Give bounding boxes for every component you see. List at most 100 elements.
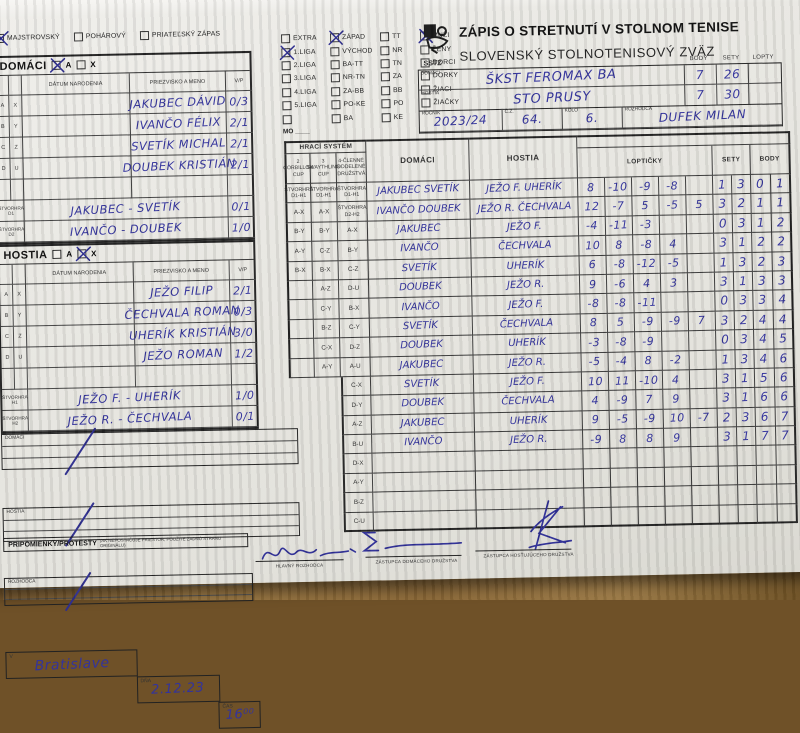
game-score: 3 <box>670 276 678 290</box>
body-cell: 6 <box>756 407 776 427</box>
sety-header: SETY <box>712 145 751 176</box>
player-name: UHERÍK KRISTIÁN <box>128 324 236 343</box>
game-score: 5 <box>617 316 625 330</box>
body-cell: 1 <box>752 213 772 233</box>
home-player-name: SVETÍK <box>402 262 438 275</box>
sys3-cell: A-X <box>338 221 368 241</box>
sys3-cell: C-X <box>341 377 371 397</box>
game-score: 11 <box>614 374 630 388</box>
game-score-cell <box>691 428 718 448</box>
birth-cell <box>27 345 135 368</box>
game-score: -8 <box>587 297 600 311</box>
sety-cell <box>738 485 757 505</box>
game-score-cell: -9 <box>583 430 610 450</box>
form-title: ZÁPIS O STRETNUTÍ V STOLNOM TENISE <box>459 19 739 40</box>
doubles-label: ŠTVORHRA D1 <box>0 201 25 223</box>
sys1-cell <box>287 281 313 301</box>
player-name-cell: SVETÍK MICHAL <box>131 133 227 156</box>
sety-cell: 1 <box>736 369 755 389</box>
away-check-x <box>77 249 86 258</box>
away-captain-signature <box>520 496 581 553</box>
body-column-label: BODY <box>690 56 708 62</box>
sys3-cell: D-U <box>339 280 369 300</box>
body-cell: 5 <box>755 368 775 388</box>
body-value: 2 <box>757 235 766 250</box>
league-option: TN <box>380 57 402 71</box>
league-label: 4.LIGA <box>294 88 316 95</box>
sety-column-label: SETY <box>723 55 740 61</box>
body-cell <box>778 504 798 524</box>
league-label: DORKY <box>433 72 458 80</box>
sys3-cell: C-Y <box>340 318 370 338</box>
league-option: ŽIAČKY <box>421 96 459 110</box>
game-score: -9 <box>639 179 652 193</box>
game-score-cell: -7 <box>605 197 632 217</box>
sety-value: 1 <box>739 274 748 289</box>
game-score-cell: 9 <box>580 275 607 295</box>
game-score-cell: 8 <box>606 235 633 255</box>
game-score: -4 <box>586 219 599 233</box>
away-team-cell: HOSTIA STO PRUSY <box>419 85 685 110</box>
birth-column-header: DÁTUM NARODENIA <box>26 262 134 284</box>
league-checkbox <box>331 87 340 96</box>
sety-value: 3 <box>723 429 732 444</box>
sety-value: 3 <box>722 391 731 406</box>
away-player-name: UHERÍK <box>508 337 546 350</box>
body-cell: 4 <box>774 310 794 330</box>
doubles-name-cell: JEŽO F. - UHERÍK <box>28 385 232 410</box>
league-checkbox <box>381 86 390 95</box>
away-player-cell <box>476 489 584 511</box>
home-team-name: ŠKST FEROMAX BA <box>486 67 617 88</box>
sety-value: 0 <box>721 332 730 347</box>
sys2-cell: C-Z <box>312 241 338 261</box>
player-name: ČECHVALA ROMAN <box>124 303 240 322</box>
body-value: 1 <box>776 176 785 191</box>
body-cell <box>758 504 778 524</box>
sety-cell: 3 <box>718 427 737 447</box>
home-player-name: JAKUBEC <box>400 358 444 372</box>
league-label: EXTRA <box>293 35 317 42</box>
league-label: BB <box>393 87 403 94</box>
strike-mark <box>65 572 92 612</box>
game-score-cell: -8 <box>580 294 607 314</box>
doubles-name: JEŽO F. - UHERÍK <box>78 388 181 407</box>
place-value: Bratislave <box>34 655 110 674</box>
body-value: 4 <box>759 332 768 347</box>
game-score: -8 <box>614 296 627 310</box>
body-value: 1 <box>757 196 766 211</box>
game-score-cell: -10 <box>636 371 663 391</box>
league-option: 2.LIGA <box>282 58 318 72</box>
league-option: 5.LIGA <box>282 99 318 113</box>
game-score-cell: -8 <box>607 255 634 275</box>
sys2-cell: A-X <box>311 203 337 223</box>
vp-cell <box>232 364 258 386</box>
body-cell: 6 <box>775 368 795 388</box>
team-score-table: DOMÁCI ŠKST FEROMAX BA 7 26 HOSTIA STO P… <box>418 62 783 111</box>
birth-cell <box>26 303 134 326</box>
game-score-cell <box>690 389 717 409</box>
game-score-cell <box>637 448 664 468</box>
home-player-name: JAKUBEC <box>397 223 441 237</box>
league-option: ZA <box>381 70 403 84</box>
sety-value: 1 <box>718 177 727 192</box>
home-captain-signature-label: ZÁSTUPCA DOMÁCEHO DRUŽSTVA <box>376 558 458 565</box>
body-value: 7 <box>761 429 770 444</box>
home-player-cell: IVANČO <box>369 297 472 318</box>
league-label: BA-TT <box>343 61 364 68</box>
game-score: 10 <box>585 239 601 253</box>
game-score-cell <box>693 505 720 525</box>
body-value: 4 <box>778 292 787 307</box>
lopty-column-label: LOPTY <box>753 54 774 60</box>
body-value: 3 <box>778 273 787 288</box>
game-score-cell <box>611 488 638 508</box>
sys1-cell <box>289 358 315 378</box>
row-letter: U <box>10 159 23 180</box>
match-type-option: POHÁROVÝ <box>74 31 126 41</box>
league-checkbox <box>421 98 430 107</box>
sety-value: 1 <box>741 371 750 386</box>
game-score-cell <box>660 215 687 235</box>
